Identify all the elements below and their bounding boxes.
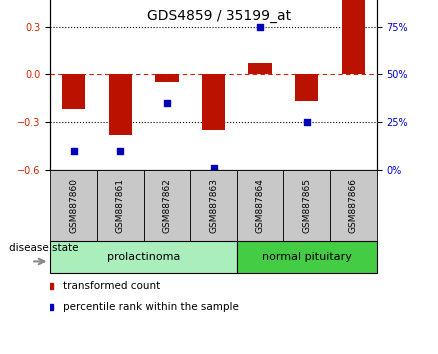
- Text: percentile rank within the sample: percentile rank within the sample: [64, 302, 239, 312]
- Text: GDS4859 / 35199_at: GDS4859 / 35199_at: [147, 9, 291, 23]
- Bar: [237, 170, 283, 241]
- Bar: [283, 170, 330, 241]
- Bar: [155, 74, 179, 82]
- Point: [210, 165, 217, 171]
- Bar: [97, 170, 144, 241]
- Bar: [342, 0, 365, 74]
- Bar: [190, 170, 237, 241]
- Point: [303, 119, 310, 125]
- Point: [70, 148, 77, 154]
- Bar: [62, 74, 85, 109]
- Text: prolactinoma: prolactinoma: [107, 252, 180, 262]
- Bar: [50, 241, 237, 273]
- Text: transformed count: transformed count: [64, 281, 161, 291]
- Bar: [144, 170, 190, 241]
- Bar: [50, 170, 97, 241]
- Bar: [237, 241, 377, 273]
- Bar: [202, 74, 225, 130]
- Text: GSM887862: GSM887862: [162, 178, 171, 233]
- Text: disease state: disease state: [9, 243, 78, 253]
- Point: [163, 100, 170, 106]
- Text: GSM887863: GSM887863: [209, 178, 218, 233]
- Point: [117, 148, 124, 154]
- Bar: [295, 74, 318, 101]
- Text: GSM887861: GSM887861: [116, 178, 125, 233]
- Point: [257, 24, 264, 29]
- Bar: [248, 63, 272, 74]
- Text: GSM887865: GSM887865: [302, 178, 311, 233]
- Text: GSM887864: GSM887864: [256, 178, 265, 233]
- Text: GSM887866: GSM887866: [349, 178, 358, 233]
- Text: normal pituitary: normal pituitary: [262, 252, 352, 262]
- Bar: [330, 170, 377, 241]
- Text: GSM887860: GSM887860: [69, 178, 78, 233]
- Bar: [109, 74, 132, 135]
